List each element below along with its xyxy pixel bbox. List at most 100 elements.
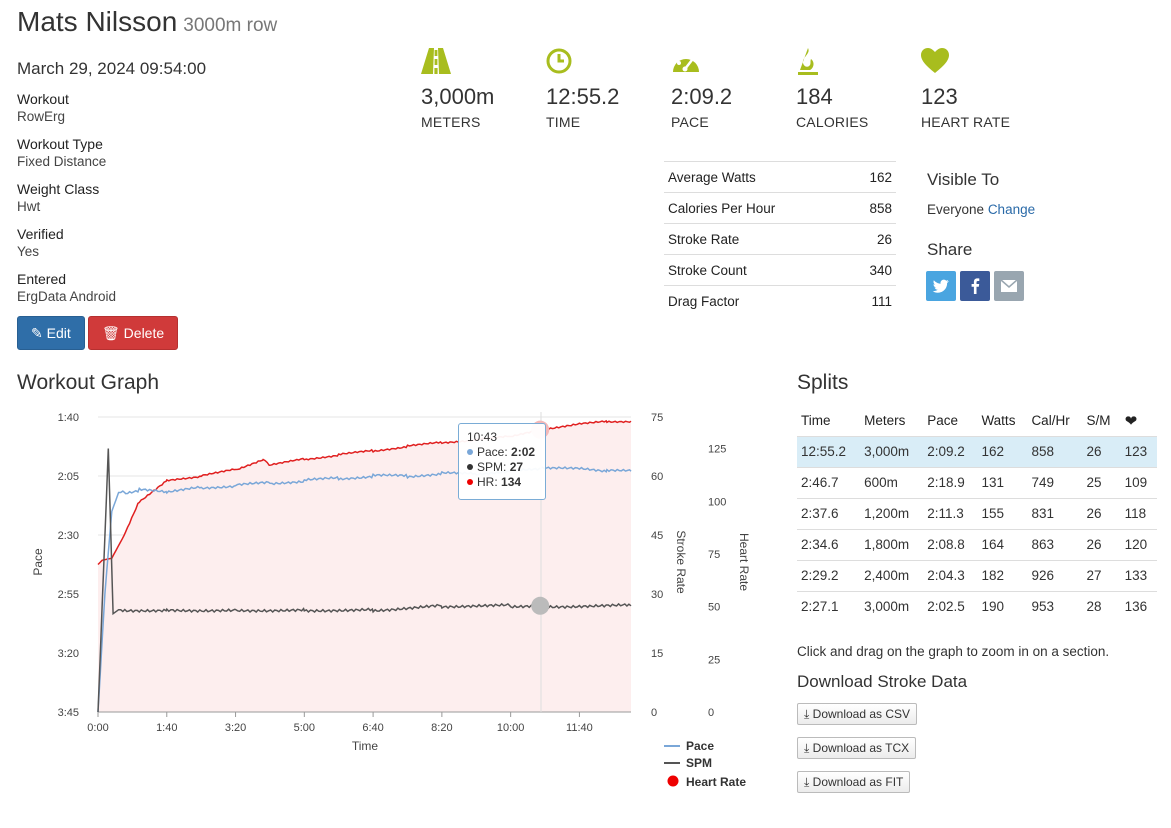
table-cell: 131 [977,466,1028,498]
table-cell: 2:37.6 [797,497,861,529]
twitter-icon [932,279,949,293]
tooltip-spm: SPM: 27 [467,460,537,475]
edit-label: Edit [46,325,71,341]
x-tick-label: 6:40 [362,722,383,734]
splits-heading: Splits [797,371,849,394]
workout-subtitle: 3000m row [183,15,278,36]
table-cell: 1,800m [860,528,924,560]
metric-label: Average Watts [664,161,848,193]
metric-label: Stroke Rate [664,223,848,255]
table-cell: 831 [1027,497,1083,529]
x-tick-label: 11:40 [566,722,593,734]
chart-ticks: 1:40 75 2:05 60 2:30 45 2:55 30 3:20 15 3:45 0 125 10… [58,412,727,734]
table-cell: 2:29.2 [797,559,861,591]
metric-row: Stroke Rate 26 [664,223,896,255]
spm-tick-label: 15 [651,648,663,660]
visible-to-heading: Visible To [927,170,1000,189]
table-cell: 164 [977,528,1028,560]
table-cell: 118 [1120,497,1157,529]
metrics-table: Average Watts 162 Calories Per Hour 858 St… [664,161,896,317]
spm-tick-label: 75 [651,412,663,424]
pace-tick-label: 3:45 [58,707,79,719]
hr-tick-label: 50 [708,602,720,614]
table-cell: 28 [1082,590,1121,622]
table-cell: 2:34.6 [797,528,861,560]
legend-pace[interactable]: Pace [686,739,714,753]
download-csv-button[interactable]: ⤓ Download as CSV [797,703,918,725]
heart-icon [921,48,1041,76]
metric-label: Calories Per Hour [664,192,848,224]
table-cell: 2,400m [860,559,924,591]
stat-calories: 184 CALORIES [796,48,916,130]
hr-tick-label: 0 [708,707,714,719]
table-cell: 133 [1120,559,1157,591]
table-cell: 120 [1120,528,1157,560]
visibility-text: Everyone [927,202,985,217]
stat-pace: 2:09.2 PACE [671,48,791,130]
email-share-button[interactable] [994,271,1024,301]
table-cell: 858 [1027,435,1083,467]
table-cell: 136 [1120,590,1157,622]
download-tcx-button[interactable]: ⤓ Download as TCX [797,737,917,759]
col-spm: S/M [1086,413,1111,429]
pace-tick-label: 2:05 [58,471,79,483]
info-value-weight: Hwt [17,199,41,214]
download-fit-button[interactable]: ⤓ Download as FIT [797,771,911,793]
y-axis-title-pace: Pace [31,548,45,576]
road-icon [421,48,541,76]
table-cell: 155 [977,497,1028,529]
hr-tick-label: 100 [708,496,726,508]
metric-value: 162 [847,161,896,193]
table-row: 2:34.6 1,800m 2:08.8 164 863 26 120 [797,528,1157,560]
y-axis-title-hr: Heart Rate [737,533,751,591]
legend-spm[interactable]: SPM [686,756,712,770]
tooltip-hr: HR: 134 [467,475,537,490]
stat-value: 3,000m [421,84,495,109]
table-cell: 926 [1027,559,1083,591]
table-cell: 12:55.2 [797,435,861,467]
workout-chart[interactable]: 1:40 75 2:05 60 2:30 45 2:55 30 3:20 15 3:45 0 125 10… [0,400,780,800]
stat-value: 2:09.2 [671,84,733,109]
table-cell: 2:46.7 [797,466,861,498]
chart-legend: Pace SPM Heart Rate [664,739,746,789]
hr-tick-label: 125 [708,444,726,456]
clock-icon [546,48,666,76]
col-heart-rate: ❤ [1121,406,1157,436]
stat-label: METERS [421,114,481,130]
stat-value: 184 [796,84,833,109]
splits-table: Time Meters Pace Watts Cal/Hr S/M ❤ 12:5… [797,406,1157,622]
info-label-type: Workout Type [17,136,103,152]
download-icon: ⤓ [804,775,810,789]
table-cell: 2:11.3 [923,497,978,529]
twitter-share-button[interactable] [926,271,956,301]
info-label-weight: Weight Class [17,181,100,197]
athlete-name: Mats Nilsson [17,6,178,37]
table-row: 2:46.7 600m 2:18.9 131 749 25 109 [797,466,1157,498]
delete-button[interactable]: 🗑 Delete [88,316,179,350]
legend-heart-rate[interactable]: Heart Rate [686,775,746,789]
info-value-verified: Yes [17,244,40,259]
stat-meters: 3,000m METERS [421,48,541,130]
pace-tick-label: 2:55 [58,589,79,601]
table-cell: 182 [977,559,1028,591]
facebook-share-button[interactable] [960,271,990,301]
spm-tick-label: 30 [651,589,663,601]
tooltip-pace: Pace: 2:02 [467,445,537,460]
tooltip-time: 10:43 [467,430,498,444]
download-heading: Download Stroke Data [797,672,968,691]
table-cell: 123 [1120,435,1157,467]
edit-button[interactable]: ✎ Edit [17,316,85,350]
stat-label: HEART RATE [921,114,1011,130]
change-visibility-link[interactable]: Change [987,202,1036,217]
heart-icon: ❤ [1124,412,1138,430]
metric-value: 858 [847,192,896,224]
facebook-icon [971,278,980,294]
table-cell: 1,200m [860,497,924,529]
table-cell: 26 [1082,497,1121,529]
delete-label: Delete [123,325,165,341]
metric-label: Drag Factor [664,285,848,317]
hover-marker-spm [531,596,550,615]
col-time: Time [801,413,831,429]
pencil-icon: ✎ [31,325,43,341]
table-row: 2:29.2 2,400m 2:04.3 182 926 27 133 [797,559,1157,591]
